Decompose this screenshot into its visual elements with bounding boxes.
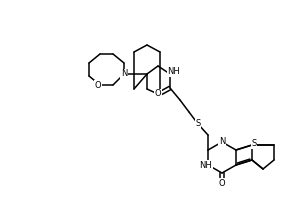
Text: S: S [195, 119, 201, 129]
Text: N: N [219, 136, 225, 146]
Text: NH: NH [200, 160, 212, 170]
Text: N: N [121, 70, 127, 78]
Text: O: O [155, 90, 161, 98]
Text: O: O [219, 178, 225, 188]
Text: O: O [95, 80, 101, 90]
Text: NH: NH [168, 68, 180, 76]
Text: S: S [251, 140, 256, 148]
